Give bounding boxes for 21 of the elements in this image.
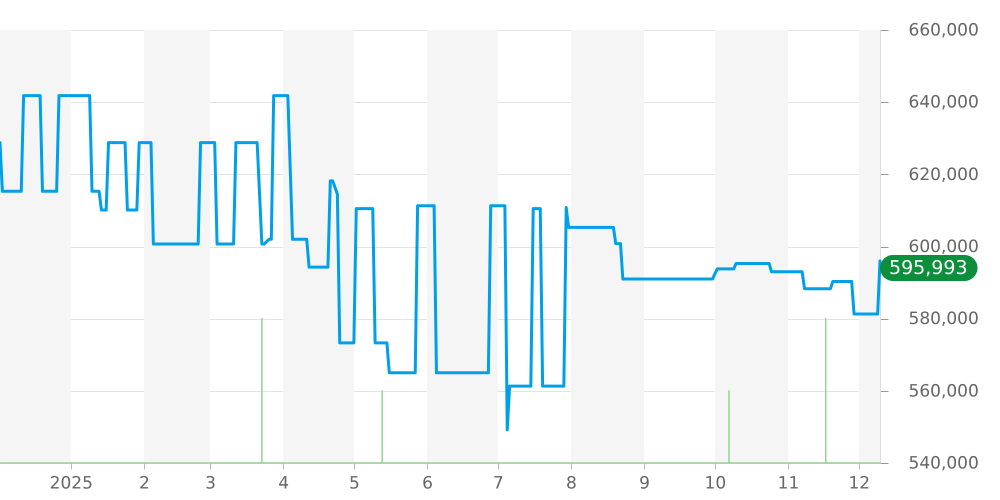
- y-tick-label: 560,000: [908, 381, 979, 402]
- x-tick-label: 12: [848, 474, 870, 494]
- y-tick-label: 540,000: [908, 454, 979, 474]
- x-tick-label: 7: [492, 474, 504, 494]
- x-tick-label: 4: [278, 474, 290, 494]
- x-tick-label: 9: [639, 474, 650, 494]
- y-tick-label: 600,000: [908, 237, 979, 257]
- y-tick-label: 640,000: [908, 92, 979, 113]
- annotation: 595,993: [889, 256, 968, 279]
- x-tick-label: 10: [704, 474, 726, 494]
- x-tick-label: 5: [348, 474, 360, 494]
- y-tick-label: 620,000: [908, 164, 979, 185]
- line-series: [0, 94, 882, 432]
- x-tick-label: 11: [778, 474, 800, 494]
- y-tick-label: 660,000: [908, 20, 979, 40]
- x-tick-label: 3: [205, 474, 216, 494]
- x-tick-label: 2: [139, 474, 150, 494]
- x-tick-label: 2025: [50, 474, 93, 494]
- x-tick-label: 8: [566, 474, 577, 494]
- y-tick-label: 580,000: [908, 309, 979, 330]
- x-tick-label: 6: [422, 474, 433, 494]
